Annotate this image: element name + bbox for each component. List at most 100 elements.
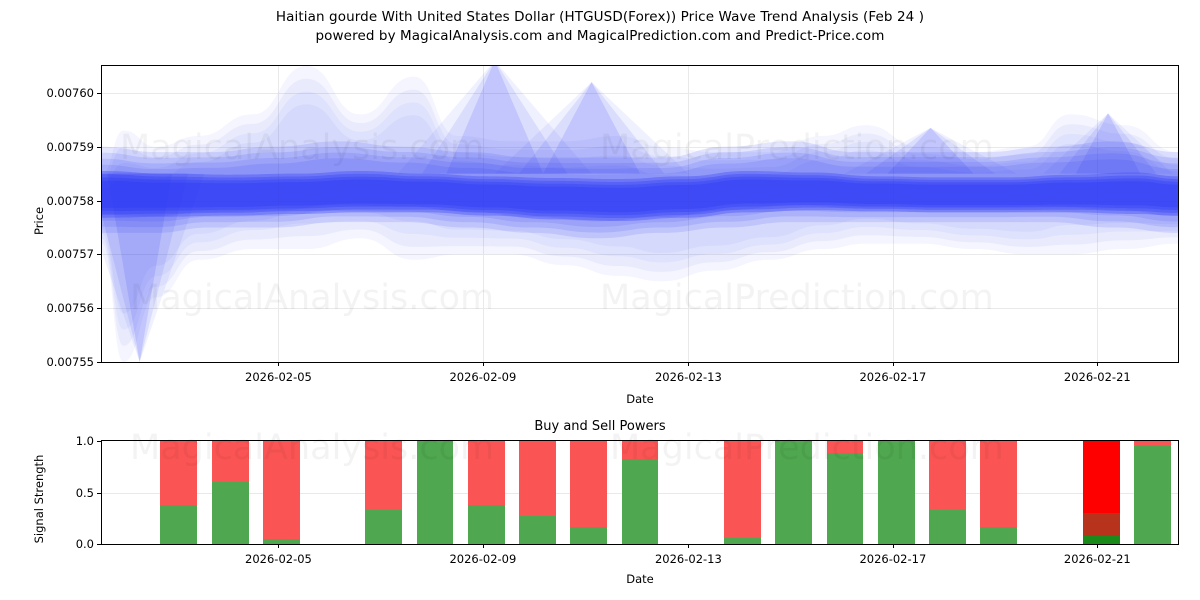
wave-spike <box>887 127 974 174</box>
wave-band-layer <box>102 179 1178 213</box>
wave-spike <box>1075 113 1141 174</box>
buy-power-segment <box>724 537 761 544</box>
price-x-tick: 2026-02-05 <box>245 370 312 384</box>
power-bar[interactable] <box>416 441 454 544</box>
price-x-axis-label: Date <box>626 392 654 406</box>
wave-spike <box>102 173 189 362</box>
wave-spike <box>865 127 996 174</box>
wave-spike <box>397 66 592 174</box>
sell-power-segment <box>980 441 1018 527</box>
power-y-tickmark <box>97 441 101 442</box>
power-x-tickmark <box>1097 544 1099 548</box>
price-gridline-h <box>102 200 1178 202</box>
wave-band-layer <box>102 158 1178 222</box>
price-y-tick: 0.00758 <box>46 193 94 208</box>
power-bar[interactable] <box>826 441 864 544</box>
power-chart-title: Buy and Sell Powers <box>534 419 666 434</box>
price-x-tickmark <box>688 362 690 366</box>
power-bar[interactable] <box>775 441 813 544</box>
power-x-tickmark <box>892 544 894 548</box>
buy-power-segment <box>570 526 608 544</box>
price-y-tickmark <box>97 362 101 363</box>
price-x-tick: 2026-02-13 <box>654 370 722 384</box>
power-x-tickmark <box>482 544 484 548</box>
power-y-tickmark <box>97 544 101 545</box>
power-x-tick: 2026-02-13 <box>654 552 722 566</box>
buy-power-segment <box>160 504 198 544</box>
power-x-tick: 2026-02-09 <box>449 552 517 566</box>
sell-power-segment <box>262 441 300 539</box>
page-title: Haitian gourde With United States Dollar… <box>0 8 1200 46</box>
buy-power-segment <box>416 441 454 544</box>
sell-power-segment <box>570 441 608 527</box>
price-gridline-v <box>688 66 690 362</box>
power-bar[interactable] <box>980 441 1018 544</box>
price-gridline-h <box>102 254 1178 256</box>
power-bar[interactable] <box>724 441 761 544</box>
wave-spike <box>543 82 640 174</box>
wave-band-layer <box>102 170 1178 221</box>
price-y-tick: 0.00760 <box>46 85 94 100</box>
price-y-tickmark <box>97 308 101 310</box>
power-bar[interactable] <box>519 441 556 544</box>
sell-power-segment <box>928 441 966 511</box>
sell-power-segment <box>1133 441 1171 447</box>
wave-band-layer <box>102 141 1178 239</box>
price-y-tickmark <box>97 146 101 148</box>
sell-power-segment <box>365 441 403 511</box>
sell-power-segment <box>467 441 505 505</box>
buy-power-segment <box>519 516 556 544</box>
price-gridline-h <box>102 146 1178 148</box>
power-bar[interactable] <box>1082 441 1120 544</box>
power-bar[interactable] <box>877 441 915 544</box>
buy-power-segment <box>1133 446 1171 544</box>
price-gridline-h <box>102 362 1178 363</box>
power-bar[interactable] <box>570 441 608 544</box>
sell-power-segment <box>519 441 556 517</box>
buy-power-segment <box>1082 535 1120 544</box>
wave-spike <box>107 173 172 362</box>
power-bar[interactable] <box>365 441 403 544</box>
power-x-axis-label: Date <box>626 572 654 586</box>
price-x-tick: 2026-02-21 <box>1063 370 1131 384</box>
power-chart-plot-area <box>101 440 1179 545</box>
wave-band-layer <box>102 66 1178 362</box>
price-y-tick: 0.00755 <box>46 355 94 369</box>
power-y-tick: 0.5 <box>75 485 94 500</box>
power-x-tickmark <box>688 544 690 548</box>
price-y-tickmark <box>97 254 101 256</box>
price-y-axis-label: Price <box>32 206 46 236</box>
price-gridline-h <box>102 308 1178 310</box>
buy-power-segment <box>365 510 403 544</box>
price-gridline-v <box>892 66 894 362</box>
power-bar[interactable] <box>928 441 966 544</box>
buy-power-segment <box>980 526 1018 544</box>
wave-spike <box>1059 113 1157 174</box>
sell-power-segment <box>1082 441 1120 514</box>
buy-power-segment <box>211 482 249 544</box>
price-y-tick: 0.00756 <box>46 301 94 316</box>
sell-power-segment-dark <box>1082 513 1120 536</box>
wave-spike <box>446 66 544 174</box>
price-gridline-v <box>482 66 484 362</box>
price-y-tick: 0.00757 <box>46 247 94 262</box>
power-bar[interactable] <box>160 441 198 544</box>
price-wave-bands <box>102 66 1178 362</box>
power-bar[interactable] <box>262 441 300 544</box>
power-bar[interactable] <box>621 441 659 544</box>
power-bar[interactable] <box>211 441 249 544</box>
wave-band-layer <box>102 91 1178 330</box>
price-x-tickmark <box>278 362 280 366</box>
buy-power-segment <box>467 504 505 544</box>
power-y-tick: 0.0 <box>75 537 94 551</box>
wave-spike <box>1043 113 1173 174</box>
wave-band-layer <box>102 146 1178 233</box>
power-bar[interactable] <box>467 441 505 544</box>
buy-power-segment <box>621 458 659 544</box>
wave-spike <box>494 82 689 174</box>
sell-power-segment <box>160 441 198 505</box>
price-y-tick: 0.00759 <box>46 139 94 154</box>
power-bar[interactable] <box>1133 441 1171 544</box>
wave-band-layer <box>102 173 1178 219</box>
